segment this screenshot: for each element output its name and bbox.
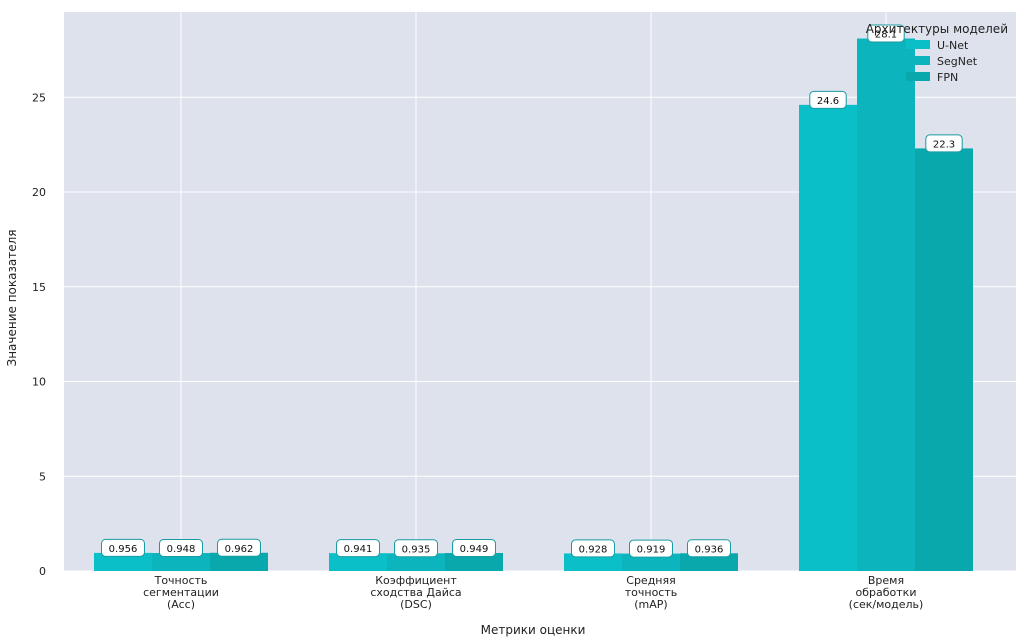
data-label-text: 0.919 <box>637 545 666 556</box>
bar-segnet <box>152 553 210 571</box>
data-labels: 0.956 0.941 0.928 24.6 0.948 0.935 0.919 28.1 0.… <box>101 24 963 558</box>
bar-segnet <box>622 553 680 571</box>
bar-fpn <box>445 553 503 571</box>
legend: Архитектуры моделей U-Net SegNet FPN <box>866 22 1008 84</box>
data-label: 0.956 <box>101 538 145 557</box>
data-label: 0.948 <box>159 539 203 558</box>
data-label-text: 22.3 <box>933 139 955 150</box>
x-category-label: (сек/модель) <box>849 598 924 611</box>
x-category-label: (mAP) <box>634 598 667 611</box>
data-label-text: 0.928 <box>579 544 608 555</box>
x-category-label: Коэффициент <box>375 574 457 587</box>
y-tick-label: 15 <box>32 281 46 294</box>
data-label: 28.1 <box>867 24 905 43</box>
data-label: 0.928 <box>571 539 615 558</box>
x-category-label: обработки <box>856 586 917 599</box>
data-label-text: 0.935 <box>402 544 431 555</box>
data-label-text: 28.1 <box>875 30 897 41</box>
data-label: 0.949 <box>452 539 496 558</box>
data-label: 22.3 <box>925 134 963 153</box>
y-tick-label: 10 <box>32 376 46 389</box>
bar-segnet <box>857 38 915 572</box>
data-label: 0.935 <box>394 539 438 558</box>
y-tick-label: 25 <box>32 91 46 104</box>
data-label: 0.962 <box>217 538 261 557</box>
bar-u-net <box>799 104 857 572</box>
x-category-label: Средняя <box>626 574 675 587</box>
x-category-label: (Acc) <box>167 598 195 611</box>
y-tick-label: 0 <box>39 565 46 578</box>
data-label: 24.6 <box>809 90 847 109</box>
legend-label: SegNet <box>937 55 978 68</box>
data-label: 0.936 <box>687 539 731 558</box>
x-category-label: точность <box>625 586 678 599</box>
bars <box>94 38 973 572</box>
data-label-text: 0.948 <box>167 544 196 555</box>
x-category-label: сегментации <box>143 586 219 599</box>
data-label-text: 0.962 <box>225 544 254 555</box>
data-label-text: 0.936 <box>695 544 724 555</box>
x-category-label: (DSC) <box>400 598 432 611</box>
x-category-label: Точность <box>154 574 208 587</box>
x-category-label: сходства Дайса <box>370 586 461 599</box>
legend-label: FPN <box>937 71 958 84</box>
data-label-text: 0.949 <box>460 544 489 555</box>
bar-fpn <box>210 552 268 571</box>
data-label: 0.919 <box>629 539 673 558</box>
data-label-text: 0.941 <box>344 544 373 555</box>
legend-swatch <box>906 40 930 49</box>
bar-segnet <box>387 553 445 571</box>
bar-u-net <box>94 552 152 571</box>
y-axis: 0 5 10 15 20 25 <box>32 91 46 578</box>
data-label: 0.941 <box>336 539 380 558</box>
y-tick-label: 5 <box>39 470 46 483</box>
bar-u-net <box>564 553 622 571</box>
data-label-text: 24.6 <box>817 96 839 107</box>
x-axis-title: Метрики оценки <box>481 623 586 637</box>
x-category-label: Время <box>868 574 904 587</box>
bar-fpn <box>680 553 738 571</box>
bar-fpn <box>915 148 973 571</box>
legend-swatch <box>906 72 930 81</box>
data-label-text: 0.956 <box>109 544 138 555</box>
bar-u-net <box>329 553 387 571</box>
legend-swatch <box>906 56 930 65</box>
legend-title: Архитектуры моделей <box>866 22 1008 36</box>
legend-label: U-Net <box>937 39 969 52</box>
y-tick-label: 20 <box>32 186 46 199</box>
y-axis-title: Значение показателя <box>5 230 19 367</box>
